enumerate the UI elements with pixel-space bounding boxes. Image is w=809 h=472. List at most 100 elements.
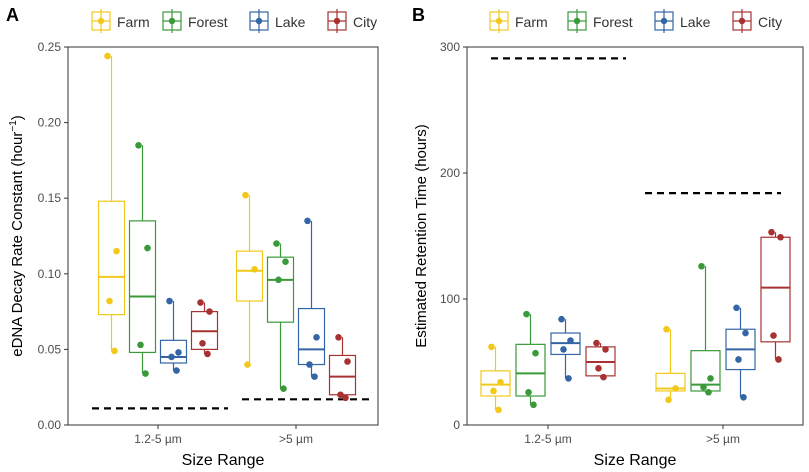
panel-b-ylabel: Estimated Retention Time (hours) <box>413 124 430 347</box>
panel-a-ylabel: eDNA Decay Rate Constant (hour−1) <box>8 115 26 357</box>
legend-key-point-forest <box>573 17 581 25</box>
panel-a-farm-0-point-3 <box>111 347 118 355</box>
legend-key-point-city <box>333 17 341 25</box>
panel-b-forest-1-point-1 <box>707 375 714 382</box>
legend-a-city-label: City <box>353 14 377 30</box>
legend-a: Farm Forest Lake City <box>91 9 377 33</box>
panel-b-forest-1-point-3 <box>705 388 712 396</box>
panel-a-xtick-label-0: 1.2-5 µm <box>134 432 182 446</box>
panel-b-lake-0-point-0 <box>558 315 565 323</box>
panel-a-forest-1-point-2 <box>275 276 282 284</box>
panel-b-marks: 0 100 200 300 1.2-5 µm >5 µm <box>440 40 791 446</box>
panel-b-forest-0-point-1 <box>532 349 539 357</box>
legend-b-forest-label: Forest <box>593 14 633 30</box>
panel-a-ylabel-sup: −1 <box>8 120 19 132</box>
panel-b-city-0-point-3 <box>600 373 607 381</box>
legend-b-farm-label: Farm <box>515 14 548 30</box>
panel-b-forest-0-point-3 <box>530 401 537 409</box>
panel-b-lake-1-point-1 <box>742 329 749 337</box>
panel-b: 0 100 200 300 1.2-5 µm >5 µm Size Range Estim… <box>413 40 804 469</box>
panel-b-farm-1-point-2 <box>665 396 672 404</box>
panel-b-farm-0-point-0 <box>488 343 495 351</box>
legend-b-lake: Lake <box>654 9 711 33</box>
panel-a-lake-1-point-3 <box>311 373 318 380</box>
panel-a-farm-0-point-2 <box>106 297 113 305</box>
legend-key-point-forest <box>168 17 176 25</box>
panel-a-farm-1-point-1 <box>251 265 258 273</box>
legend-b-city-label: City <box>758 14 782 30</box>
panel-a-lake-1-point-2 <box>306 361 313 368</box>
panel-b-xtick-label-0: 1.2-5 µm <box>524 432 572 446</box>
panel-b-city-0-point-0 <box>593 339 600 347</box>
panel-b-lake-0-point-1 <box>567 337 574 344</box>
panel-b-forest-1-point-0 <box>698 262 705 270</box>
panel-b-xtick-label-1: >5 µm <box>706 432 740 446</box>
legend-a-forest-label: Forest <box>188 14 228 30</box>
panel-a-forest-1-box <box>266 256 295 323</box>
panel-b-farm-0-point-2 <box>490 387 497 395</box>
panel-a-farm-0-point-1 <box>113 247 120 255</box>
panel-a-city-1-point-3 <box>342 394 349 402</box>
panel-a-farm-0-point-0 <box>104 52 111 60</box>
panel-a-ylabel-end: ) <box>9 115 26 120</box>
panel-b-forest-0-point-2 <box>525 388 532 396</box>
panel-a-forest-0-box <box>128 220 157 354</box>
panel-b-city-1-box <box>760 236 791 343</box>
panel-a-lake-0-box <box>159 339 188 364</box>
panel-a-marks: 0.00 0.05 0.10 0.15 0.20 0.25 1.2-5 µm >5 µm <box>38 40 374 446</box>
panel-b-city-1-point-1 <box>777 233 784 241</box>
panel-a-ylabel-main: eDNA Decay Rate Constant (hour <box>9 132 26 357</box>
panel-b-farm-1-point-1 <box>672 385 679 392</box>
legend-b-forest: Forest <box>567 9 633 33</box>
panel-a-lake-1-box <box>297 307 326 366</box>
panel-b-xlabel: Size Range <box>594 452 677 469</box>
panel-b-forest-0-point-0 <box>523 310 530 318</box>
panel-a-xtick-label-1: >5 µm <box>279 432 313 446</box>
panel-a-forest-1-point-3 <box>280 385 287 393</box>
panel-b-city-1-point-3 <box>775 356 782 363</box>
panel-a-city-1-point-2 <box>337 391 344 399</box>
panel-a-city-0-point-0 <box>197 299 204 306</box>
legend-b-farm: Farm <box>489 9 548 33</box>
legend-b-city: City <box>732 9 782 33</box>
panel-b-city-0-point-1 <box>602 346 609 353</box>
panel-a-city-1-box <box>328 354 357 396</box>
panel-b-lake-0-point-3 <box>565 375 572 382</box>
panel-b-forest-1-point-2 <box>700 383 707 391</box>
panel-b-lake-0-point-2 <box>560 346 567 353</box>
panel-a-lake-0-point-0 <box>166 297 173 305</box>
legend-a-city: City <box>327 9 377 33</box>
panel-b-farm-1-point-0 <box>663 325 670 333</box>
panel-a-lake-0-point-2 <box>168 353 175 361</box>
panel-a-farm-0-box <box>97 200 126 316</box>
panel-a-farm-1-point-2 <box>244 361 251 368</box>
panel-b-city-1-point-0 <box>768 228 775 236</box>
panel-a-forest-0-point-1 <box>144 244 151 252</box>
panel-b-lake-1-point-3 <box>740 393 747 401</box>
legend-b: Farm Forest Lake City <box>489 9 782 33</box>
legend-key-point-farm <box>495 17 503 25</box>
panel-b-ytick-label-1: 100 <box>440 292 460 306</box>
panel-b-city-1-point-2 <box>770 332 777 339</box>
panel-b-ytick-label-3: 300 <box>440 40 460 54</box>
panel-a-farm-1-box <box>235 250 264 302</box>
panel-a-forest-0-point-0 <box>135 141 142 149</box>
panel-a-ytick-label-0: 0.00 <box>38 418 62 432</box>
legend-key-point-lake <box>660 17 668 25</box>
panel-a-ytick-label-1: 0.05 <box>38 342 62 356</box>
legend-b-lake-label: Lake <box>680 14 711 30</box>
panel-label-a: A <box>6 5 19 25</box>
panel-a-lake-0-point-1 <box>175 349 182 356</box>
panel-b-forest-0-box <box>515 343 546 397</box>
panel-a-city-0-point-3 <box>204 350 211 358</box>
panel-b-lake-1-point-2 <box>735 356 742 363</box>
legend-key-point-farm <box>97 17 105 25</box>
panel-a-lake-1-point-1 <box>313 334 320 341</box>
panel-a-xlabel: Size Range <box>182 452 265 469</box>
panel-b-ytick-label-2: 200 <box>440 166 460 180</box>
panel-b-farm-0-point-1 <box>497 378 504 386</box>
panel-a-city-0-point-1 <box>206 308 213 315</box>
panel-label-b: B <box>412 5 425 25</box>
legend-key-point-city <box>738 17 746 25</box>
